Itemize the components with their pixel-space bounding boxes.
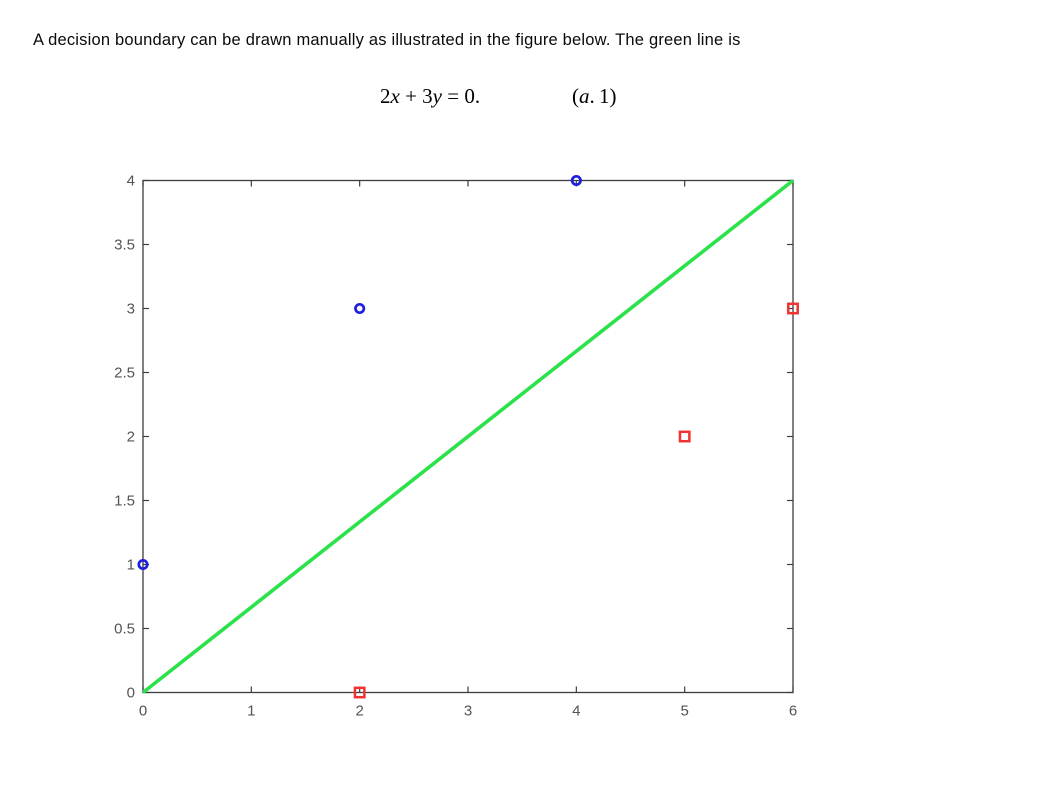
equation: 2x + 3y = 0.	[380, 84, 480, 109]
equation-part: = 0.	[442, 84, 481, 108]
intro-text: A decision boundary can be drawn manuall…	[33, 31, 741, 49]
y-tick-label: 1	[127, 557, 135, 574]
y-tick-label: 1.5	[114, 493, 135, 510]
equation-tag-part: . 1)	[589, 84, 617, 108]
x-tick-label: 1	[247, 703, 255, 720]
blue-circle-class-marker	[137, 558, 149, 571]
y-tick-label: 2.5	[114, 365, 135, 382]
decision-boundary-line	[141, 179, 795, 694]
equation-tag-part: (	[572, 84, 579, 108]
equation-tag-variable-a: a	[579, 84, 590, 108]
x-tick-label: 4	[572, 703, 580, 720]
x-tick-label: 6	[789, 703, 797, 720]
red-square-class-marker	[678, 430, 691, 443]
red-square-class-marker	[353, 686, 366, 699]
blue-circle-class-marker	[354, 302, 366, 315]
x-tick-label: 5	[680, 703, 688, 720]
equation-variable-y: y	[432, 84, 442, 108]
y-tick-label: 2	[127, 429, 135, 446]
red-square-class-marker	[787, 302, 799, 315]
equation-part: 2	[380, 84, 391, 108]
equation-part: + 3	[399, 84, 433, 108]
y-tick-label: 3.5	[114, 237, 135, 254]
x-tick-label: 3	[464, 703, 472, 720]
y-tick-label: 0.5	[114, 621, 135, 638]
x-tick-label: 0	[139, 703, 147, 720]
blue-circle-class-marker	[570, 174, 582, 187]
y-tick-label: 0	[127, 685, 135, 702]
equation-tag: (a. 1)	[572, 84, 616, 109]
x-tick-label: 2	[355, 703, 363, 720]
y-tick-label: 4	[127, 173, 135, 190]
y-tick-label: 3	[127, 301, 135, 318]
equation-variable-x: x	[390, 84, 400, 108]
